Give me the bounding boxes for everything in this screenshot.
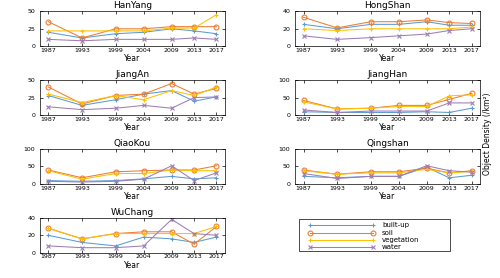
Text: water: water — [382, 244, 402, 250]
Title: HanYang: HanYang — [113, 1, 152, 10]
Title: HongShan: HongShan — [364, 1, 411, 10]
X-axis label: Year: Year — [380, 123, 396, 132]
Title: JiangHan: JiangHan — [368, 70, 408, 79]
X-axis label: Year: Year — [124, 192, 140, 201]
Text: soil: soil — [382, 230, 394, 235]
X-axis label: Year: Year — [380, 54, 396, 63]
X-axis label: Year: Year — [380, 192, 396, 201]
X-axis label: Year: Year — [124, 261, 140, 270]
Title: JiangAn: JiangAn — [116, 70, 150, 79]
X-axis label: Year: Year — [124, 123, 140, 132]
X-axis label: Year: Year — [124, 54, 140, 63]
FancyBboxPatch shape — [299, 219, 450, 251]
Title: WuChang: WuChang — [111, 208, 154, 217]
Text: vegetation: vegetation — [382, 237, 420, 243]
Text: built-up: built-up — [382, 222, 409, 229]
Text: Object Density (/km²): Object Density (/km²) — [483, 92, 492, 175]
Title: QiaoKou: QiaoKou — [114, 139, 151, 148]
Title: Qingshan: Qingshan — [366, 139, 409, 148]
